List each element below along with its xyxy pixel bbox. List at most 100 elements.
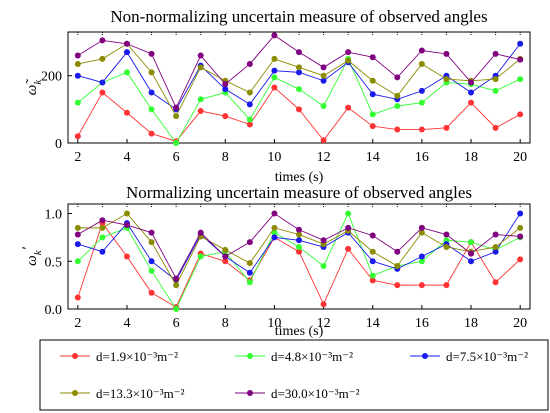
data-point [320,301,327,308]
legend-marker [247,390,253,396]
chart-title: Normalizing uncertain measure of observe… [126,183,472,202]
data-point [492,124,499,131]
x-axis-label: times (s) [275,324,324,339]
data-point [74,72,81,79]
data-point [246,89,253,96]
x-tick-label: 18 [464,150,478,165]
data-point [320,103,327,109]
data-point [468,239,475,246]
data-point [246,121,253,128]
legend-label: d=13.3×10⁻³m⁻² [96,386,185,401]
x-tick-label: 8 [222,316,229,331]
y-tick-label: 0.5 [45,255,63,270]
data-point [222,81,229,88]
data-point [517,76,524,83]
data-point [369,77,376,84]
y-axis-label: ωk′ [20,246,44,265]
data-point [246,60,253,67]
x-tick-label: 18 [464,316,478,331]
data-point [74,99,81,106]
data-point [369,111,376,118]
data-point [394,126,401,133]
data-point [173,140,180,146]
data-point [123,69,130,76]
data-point [99,224,106,231]
legend-frame [39,339,549,411]
data-point [99,37,106,44]
y-tick-label: 1.0 [45,208,63,223]
data-point [418,99,425,106]
data-point [492,50,499,57]
data-point [345,57,352,64]
data-point [99,55,106,62]
data-point [369,248,376,255]
data-point [246,101,253,108]
data-point [443,243,450,250]
legend-label: d=30.0×10⁻³m⁻² [271,386,360,401]
data-point [197,96,204,103]
data-point [369,91,376,98]
data-point [148,130,155,137]
y-tick-label: 0 [55,137,62,152]
data-point [418,258,425,265]
data-point [197,108,204,115]
x-tick-label: 14 [366,316,380,331]
x-tick-label: 4 [123,316,130,331]
data-point [320,77,327,84]
data-point [148,106,155,113]
data-point [345,104,352,111]
data-point [173,113,180,120]
data-point [394,248,401,255]
data-point [517,56,524,63]
data-point [271,55,278,62]
y-axis-label-subscript: k [32,249,44,255]
data-point [443,124,450,131]
data-point [197,229,204,236]
data-point [99,89,106,96]
data-point [468,89,475,96]
data-point [222,113,229,120]
data-point [394,92,401,99]
data-point [345,210,352,217]
data-point [148,69,155,76]
y-axis-label-superscript: ′ [20,246,36,250]
legend-label: d=4.8×10⁻³m⁻² [271,349,353,364]
x-tick-label: 6 [173,316,180,331]
data-point [197,64,204,71]
data-point [246,116,253,123]
legend-label: d=7.5×10⁻³m⁻² [446,349,528,364]
legend-marker [72,353,78,359]
y-tick-label: 200 [41,70,62,85]
data-point [369,277,376,284]
data-point [320,263,327,270]
data-point [296,243,302,250]
data-point [296,248,302,255]
data-point [74,224,81,231]
legend: d=1.9×10⁻³m⁻² d=4.8×10⁻³m⁻² d=7.5×10⁻³m⁻² d… [39,339,549,411]
data-point [296,64,302,71]
data-point [99,79,106,86]
y-axis-label-subscript: k [32,79,44,85]
x-tick-label: 16 [415,150,429,165]
plot-frame [67,203,531,310]
data-point [468,79,475,86]
data-point [296,231,302,238]
data-point [123,222,130,228]
data-point [468,250,475,257]
data-point [296,226,302,233]
data-point [320,72,327,79]
data-point [345,245,352,252]
data-point [148,50,155,57]
data-point [296,237,302,244]
data-point [271,229,278,236]
data-point [369,232,376,239]
data-point [418,224,425,231]
data-point [517,40,524,47]
x-tick-label: 8 [222,150,229,165]
data-point [296,69,302,76]
y-tick-label: 0.0 [45,303,63,318]
data-point [517,224,524,231]
data-point [296,106,302,113]
x-tick-label: 10 [267,150,281,165]
